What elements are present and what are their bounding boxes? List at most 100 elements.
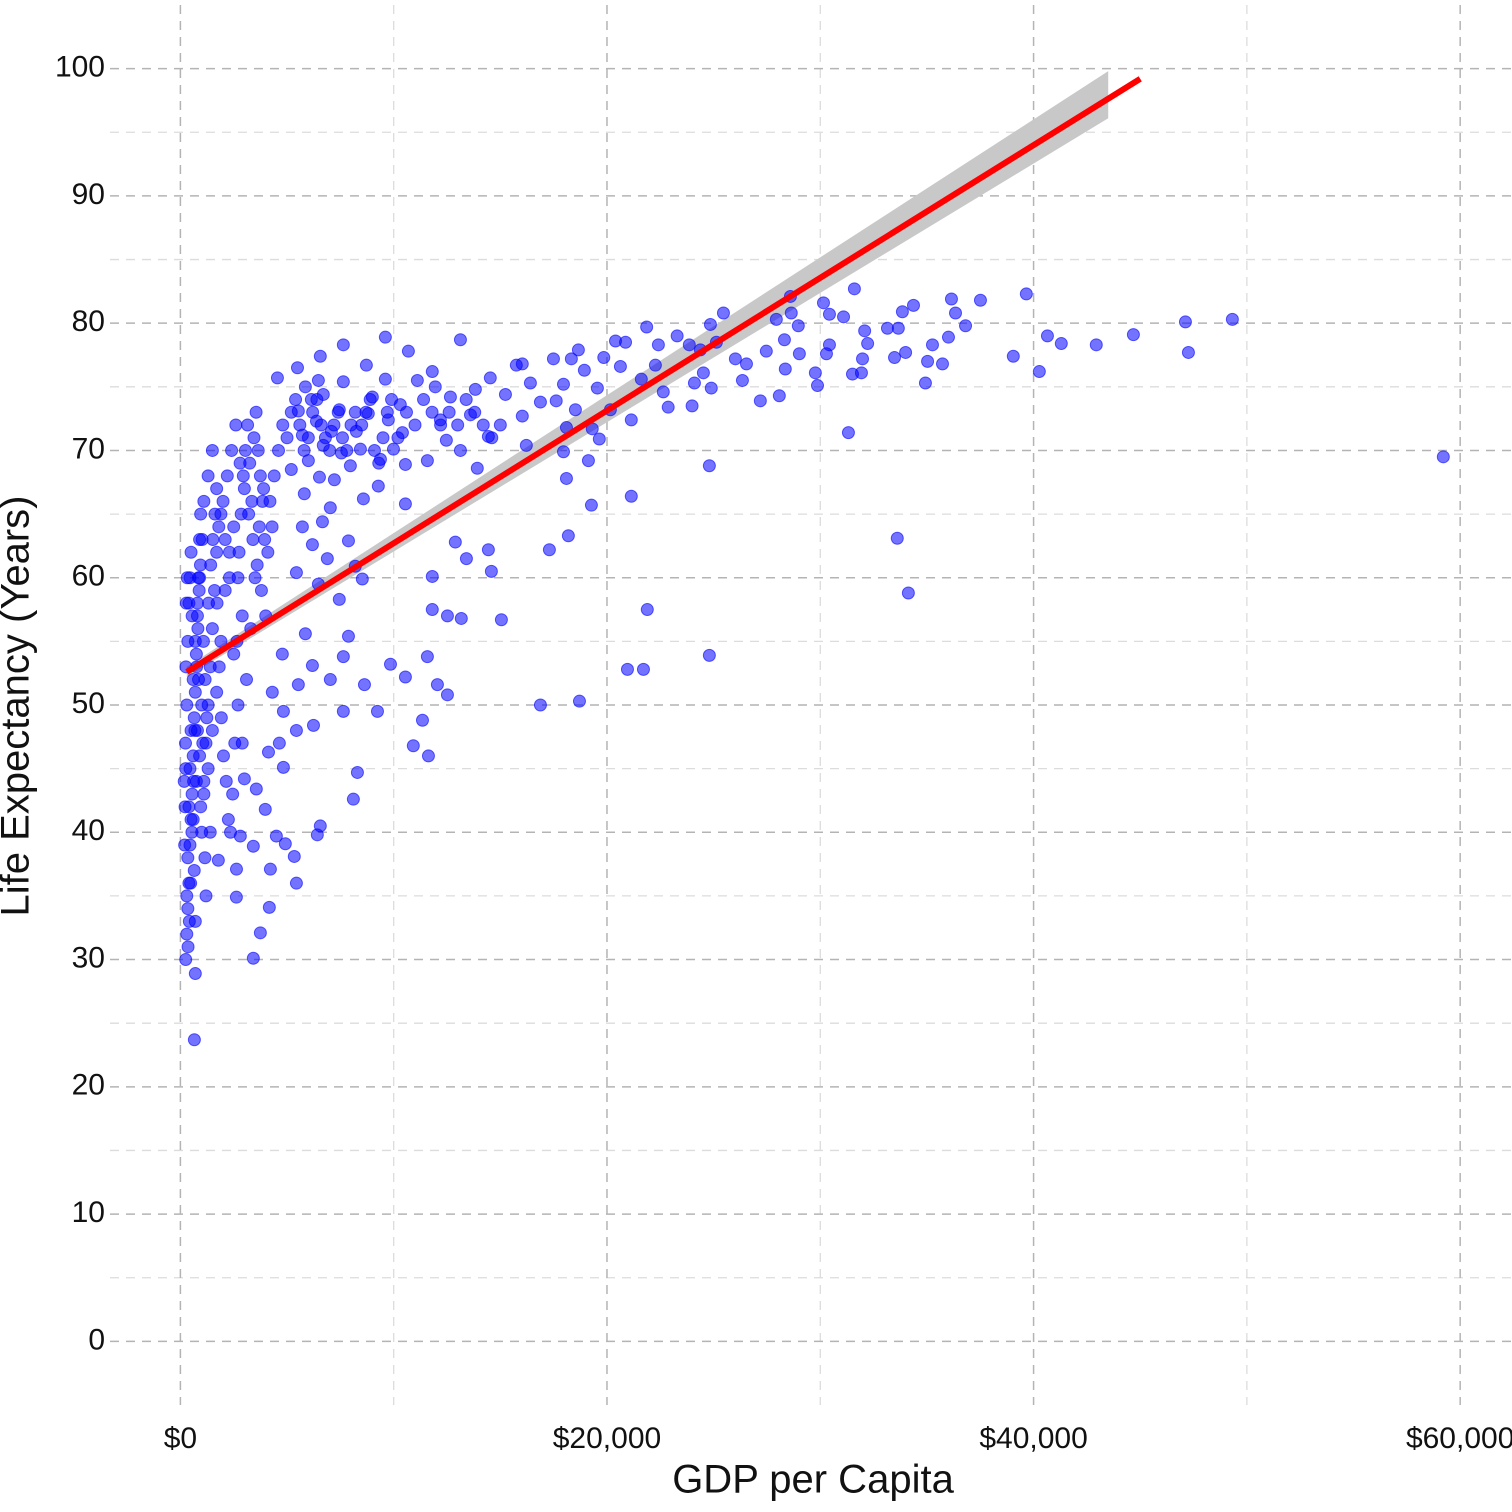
point [185,609,199,623]
point [440,688,454,702]
point [197,787,211,801]
point [356,492,370,506]
point [542,543,556,557]
point [179,736,193,750]
point [219,774,233,788]
point [298,627,312,641]
point [340,443,354,457]
point [906,298,920,312]
point [363,393,377,407]
point [735,373,749,387]
point [311,373,325,387]
point [203,825,217,839]
point [1019,287,1033,301]
point [298,380,312,394]
point [246,839,260,853]
plot-area [177,71,1450,1047]
point [205,443,219,457]
point [372,456,386,470]
point [425,569,439,583]
point [284,405,298,419]
point [306,405,320,419]
point [728,352,742,366]
point [925,338,939,352]
point [398,457,412,471]
point [194,507,208,521]
grid [110,5,1512,1405]
point [661,400,675,414]
point [331,405,345,419]
x-tick-label: $0 [164,1422,197,1455]
point [249,782,263,796]
point [222,571,236,585]
point [739,357,753,371]
point [323,501,337,515]
point [410,373,424,387]
point [305,538,319,552]
point [180,889,194,903]
point [336,704,350,718]
point [212,660,226,674]
point [399,405,413,419]
point [287,849,301,863]
point [312,470,326,484]
point [179,762,193,776]
point [237,482,251,496]
point [439,433,453,447]
point [858,324,872,338]
point [421,749,435,763]
point [406,739,420,753]
point [359,405,373,419]
point [891,321,905,335]
labels: 0 10 20 30 40 50 60 70 80 90 100 $0 $20,000 $40,000 $6… [55,51,1512,1455]
point [398,670,412,684]
point [186,813,200,827]
point [179,953,193,967]
point [178,800,192,814]
point [703,317,717,331]
point [179,596,193,610]
point [584,498,598,512]
point [306,718,320,732]
point [498,387,512,401]
point [216,494,230,508]
point [181,851,195,865]
point [225,443,239,457]
point [341,534,355,548]
point [289,393,303,407]
point [523,376,537,390]
point [918,376,932,390]
point [899,345,913,359]
point [205,622,219,636]
point [359,358,373,372]
point [572,694,586,708]
point [228,736,242,750]
point [1089,338,1103,352]
point [265,520,279,534]
point [420,650,434,664]
point [376,431,390,445]
point [370,704,384,718]
trend-line [185,76,1142,675]
point [1040,329,1054,343]
point [205,723,219,737]
y-tick-label: 0 [88,1323,105,1356]
point [178,838,192,852]
point [468,405,482,419]
point [791,319,805,333]
point [181,634,195,648]
point [276,704,290,718]
point [590,381,604,395]
point [592,432,606,446]
point [556,445,570,459]
point [880,321,894,335]
point [386,442,400,456]
point [571,343,585,357]
point [613,359,627,373]
point [289,723,303,737]
point [249,405,263,419]
point [367,443,381,457]
y-tick-label: 30 [72,941,105,974]
point [819,347,833,361]
point [895,305,909,319]
